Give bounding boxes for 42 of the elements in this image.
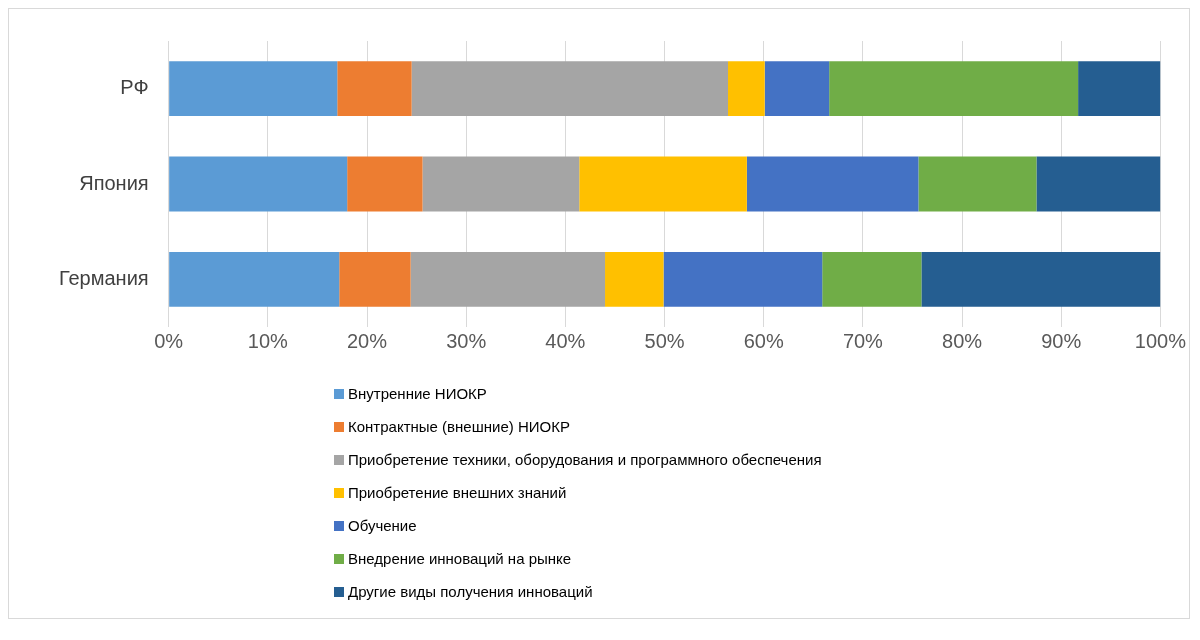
x-tick-label: 30% xyxy=(446,329,487,352)
legend-label: Обучение xyxy=(348,517,417,534)
x-tick-label: 80% xyxy=(942,329,983,352)
bar xyxy=(169,61,338,117)
bar xyxy=(410,251,606,307)
bar xyxy=(918,156,1037,212)
bar xyxy=(829,61,1079,117)
bar xyxy=(1078,61,1161,117)
bar xyxy=(764,61,830,117)
bar xyxy=(337,61,412,117)
x-tick-label: 60% xyxy=(743,329,784,352)
legend-label: Контрактные (внешние) НИОКР xyxy=(348,418,570,435)
bar xyxy=(169,251,340,307)
bar xyxy=(169,156,348,212)
legend-label: Приобретение техники, оборудования и программного обеспечения xyxy=(348,451,822,468)
legend-label: Внедрение инноваций на рынке xyxy=(348,550,572,567)
y-tick-label: РФ xyxy=(120,76,149,99)
x-tick-label: 20% xyxy=(347,329,388,352)
bar xyxy=(411,61,729,117)
x-tick-label: 10% xyxy=(247,329,289,352)
x-tick-label: 100% xyxy=(1134,329,1187,352)
x-tick-label: 40% xyxy=(545,329,586,352)
bar xyxy=(746,156,919,212)
y-tick-label: Япония xyxy=(79,171,149,194)
legend-label: Другие виды получения инноваций xyxy=(348,583,593,600)
bar xyxy=(1036,156,1161,212)
bar xyxy=(579,156,747,212)
bar xyxy=(921,251,1161,307)
bar xyxy=(822,251,922,307)
bar xyxy=(605,251,664,307)
y-tick-label: Германия xyxy=(58,266,149,289)
bar xyxy=(347,156,423,212)
x-tick-label: 50% xyxy=(644,329,685,352)
x-tick-label: 0% xyxy=(154,329,184,352)
bar xyxy=(728,61,765,117)
legend-label: Приобретение внешних знаний xyxy=(348,484,567,501)
bar xyxy=(339,251,411,307)
bar xyxy=(422,156,580,212)
legend-label: Внутренние НИОКР xyxy=(348,385,487,402)
x-tick-label: 70% xyxy=(842,329,884,352)
x-tick-label: 90% xyxy=(1041,329,1082,352)
bar xyxy=(663,251,823,307)
